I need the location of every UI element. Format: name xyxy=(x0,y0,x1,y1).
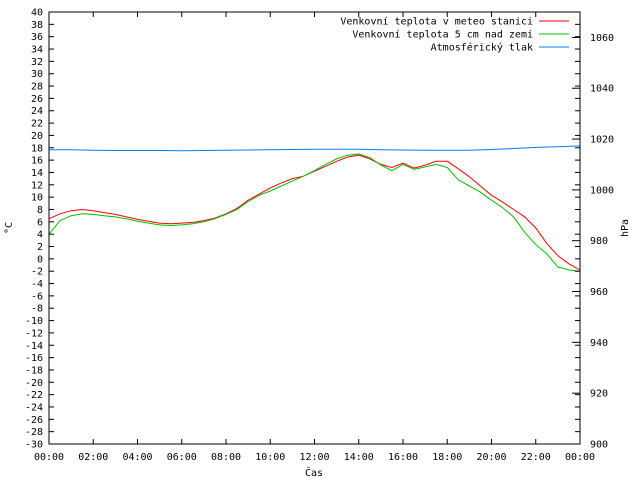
y-left-tick-label: -6 xyxy=(31,291,43,302)
y-right-tick-label: 1020 xyxy=(590,135,614,146)
x-tick-label: 14:00 xyxy=(344,452,374,463)
legend: Venkovní teplota v meteo staniciVenkovní… xyxy=(340,16,569,54)
y-left-tick-label: 6 xyxy=(37,217,43,228)
y-left-tick-label: 18 xyxy=(31,143,43,154)
y-left-tick-label: 12 xyxy=(31,180,43,191)
y-left-tick-label: 24 xyxy=(31,106,43,117)
y-right-tick-label: 1040 xyxy=(590,84,614,95)
x-tick-label: 00:00 xyxy=(565,452,595,463)
y-left-tick-label: 34 xyxy=(31,45,43,56)
series-line-2 xyxy=(48,153,581,272)
y-left-tick-label: -12 xyxy=(25,328,43,339)
y-left-tick-label: -22 xyxy=(25,390,43,401)
x-tick-label: 16:00 xyxy=(388,452,418,463)
legend-label-3: Atmosférický tlak xyxy=(431,42,533,54)
y-left-tick-label: 26 xyxy=(31,94,43,105)
legend-label-2: Venkovní teplota 5 cm nad zemí xyxy=(352,29,533,41)
x-tick-label: 18:00 xyxy=(432,452,462,463)
y-left-tick-label: 14 xyxy=(31,168,43,179)
x-tick-label: 12:00 xyxy=(299,452,329,463)
y-left-tick-label: -10 xyxy=(25,316,43,327)
x-tick-label: 00:00 xyxy=(34,452,64,463)
y-right-tick-label: 920 xyxy=(590,389,608,400)
y-left-tick-label: 8 xyxy=(37,205,43,216)
y-right-tick-label: 1060 xyxy=(590,33,614,44)
y-left-tick-label: 36 xyxy=(31,32,43,43)
y-left-tick-label: 22 xyxy=(31,119,43,130)
y-left-tick-label: 10 xyxy=(31,193,43,204)
y-left-tick-label: -30 xyxy=(25,440,43,451)
left-axis-ticks: -30-28-26-24-22-20-18-16-14-12-10-8-6-4-… xyxy=(25,8,580,451)
y-left-tick-label: -18 xyxy=(25,365,43,376)
y-left-tick-label: 20 xyxy=(31,131,43,142)
x-tick-label: 04:00 xyxy=(122,452,152,463)
y-left-tick-label: 4 xyxy=(37,230,43,241)
y-left-tick-label: -8 xyxy=(31,304,43,315)
x-tick-label: 08:00 xyxy=(211,452,241,463)
y-left-tick-label: 32 xyxy=(31,57,43,68)
x-tick-label: 02:00 xyxy=(78,452,108,463)
series-line-3 xyxy=(49,145,581,152)
y-left-axis-label: °C xyxy=(4,222,15,234)
y-left-tick-label: 40 xyxy=(31,8,43,19)
y-left-tick-label: -20 xyxy=(25,378,43,389)
y-left-tick-label: -28 xyxy=(25,427,43,438)
y-left-tick-label: 38 xyxy=(31,20,43,31)
x-tick-label: 20:00 xyxy=(476,452,506,463)
right-axis-ticks: 900 920 940 960 980 1000 1020 1040 1060 xyxy=(572,33,614,451)
y-right-tick-label: 960 xyxy=(590,287,608,298)
y-left-tick-label: -16 xyxy=(25,353,43,364)
y-right-tick-label: 980 xyxy=(590,236,608,247)
y-left-tick-label: -26 xyxy=(25,415,43,426)
y-left-tick-label: -24 xyxy=(25,402,43,413)
x-axis-label: Čas xyxy=(305,466,323,479)
bottom-axis-ticks: 00:00 02:00 04:00 06:00 08:00 10:00 12:00 14:00… xyxy=(34,12,595,463)
legend-label-1: Venkovní teplota v meteo stanici xyxy=(340,16,533,28)
y-left-tick-label: -14 xyxy=(25,341,43,352)
series-line-1 xyxy=(48,154,581,271)
x-tick-label: 06:00 xyxy=(167,452,197,463)
x-tick-label: 10:00 xyxy=(255,452,285,463)
y-right-tick-label: 940 xyxy=(590,338,608,349)
y-left-tick-label: 28 xyxy=(31,82,43,93)
y-left-tick-label: 0 xyxy=(37,254,43,265)
y-left-tick-label: -4 xyxy=(31,279,43,290)
x-tick-label: 22:00 xyxy=(521,452,551,463)
y-left-tick-label: 2 xyxy=(37,242,43,253)
y-right-tick-label: 900 xyxy=(590,440,608,451)
y-right-axis-label: hPa xyxy=(620,219,631,237)
y-right-tick-label: 1000 xyxy=(590,185,614,196)
y-left-tick-label: 30 xyxy=(31,69,43,80)
y-left-tick-label: -2 xyxy=(31,267,43,278)
plot-lines xyxy=(48,145,581,272)
y-left-tick-label: 16 xyxy=(31,156,43,167)
